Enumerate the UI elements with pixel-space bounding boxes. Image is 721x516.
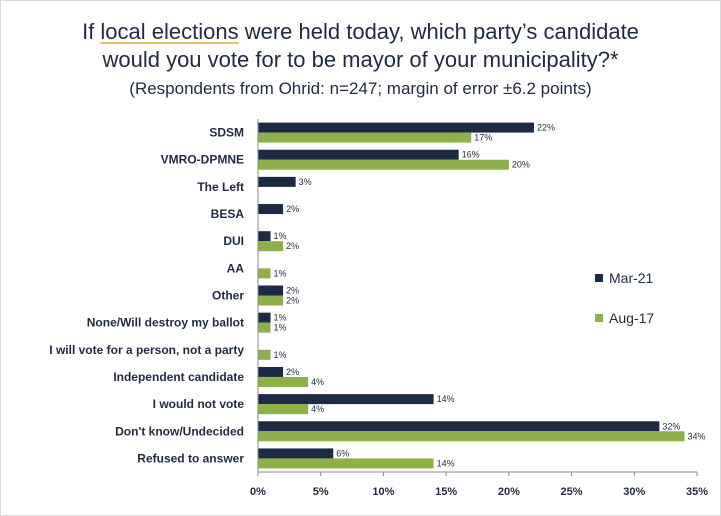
data-label-mar21: 14% [437,394,455,404]
bar-mar21 [258,204,284,215]
data-label-mar21: 2% [286,204,299,214]
bar-mar21 [258,149,459,160]
data-label-aug17: 2% [286,296,299,306]
data-label-mar21: 3% [299,177,312,187]
bar-mar21 [258,231,271,242]
x-tick-label: 15% [435,486,457,498]
legend-item-aug17: Aug-17 [595,308,654,328]
bar-mar21 [258,312,271,323]
category-label: Independent candidate [113,370,244,384]
category-label: DUI [223,234,244,248]
data-label-aug17: 20% [512,160,530,170]
chart-subtitle: (Respondents from Ohrid: n=247; margin o… [129,79,592,98]
data-label-aug17: 14% [437,458,455,468]
data-label-mar21: 16% [462,150,480,160]
bar-mar21 [258,122,534,133]
x-tick-label: 0% [250,486,266,498]
data-label-aug17: 1% [274,268,287,278]
bar-mar21 [258,176,296,187]
category-label: AA [227,261,245,275]
bar-aug17 [258,431,685,442]
data-label-aug17: 4% [311,404,324,414]
title-line-1: If local elections were held today, whic… [0,18,721,46]
x-tick-label: 35% [686,486,708,498]
data-label-mar21: 32% [662,421,680,431]
bar-aug17 [258,322,271,333]
title-underlined-text: local elections [100,19,239,44]
data-label-mar21: 2% [286,286,299,296]
bar-mar21 [258,394,434,405]
data-label-mar21: 2% [286,367,299,377]
data-label-aug17: 2% [286,241,299,251]
category-label: VMRO-DPMNE [161,153,244,167]
title-line-2: would you vote for to be mayor of your m… [102,47,619,72]
data-label-aug17: 4% [311,377,324,387]
bar-mar21 [258,448,334,459]
category-label: I would not vote [153,397,245,411]
data-label-aug17: 1% [274,350,287,360]
data-label-mar21: 1% [274,313,287,323]
data-label-aug17: 17% [474,133,492,143]
bar-aug17 [258,159,509,170]
category-label: None/Will destroy my ballot [87,316,244,330]
x-tick-label: 25% [561,486,583,498]
x-tick-label: 20% [498,486,520,498]
bar-aug17 [258,404,309,415]
data-label-mar21: 6% [336,448,349,458]
legend-label-mar21: Mar-21 [609,270,654,286]
bar-aug17 [258,376,309,387]
category-label: The Left [197,180,244,194]
data-label-aug17: 34% [687,431,705,441]
category-label: Don't know/Undecided [115,424,244,438]
data-label-mar21: 22% [537,123,555,133]
bar-aug17 [258,132,472,143]
chart-title: If local elections were held today, whic… [0,18,721,74]
bar-mar21 [258,285,284,296]
title-prefix: If [82,19,101,44]
category-label: Other [212,289,244,303]
legend-item-mar21: Mar-21 [595,268,654,288]
x-tick-label: 30% [623,486,645,498]
legend-swatch-mar21 [595,274,603,282]
category-label: I will vote for a person, not a party [49,343,244,357]
category-label: BESA [211,207,245,221]
legend: Mar-21 Aug-17 [595,268,654,348]
bar-mar21 [258,421,660,432]
bar-aug17 [258,241,284,252]
bar-aug17 [258,349,271,360]
x-tick-label: 5% [313,486,329,498]
category-label: Refused to answer [137,451,244,465]
title-suffix: were held today, which party’s candidate [238,19,639,44]
legend-label-aug17: Aug-17 [609,310,655,326]
bar-mar21 [258,366,284,377]
legend-swatch-aug17 [595,314,603,322]
x-tick-label: 10% [372,486,394,498]
data-label-aug17: 1% [274,323,287,333]
bar-aug17 [258,295,284,306]
category-label: SDSM [209,126,244,140]
data-label-mar21: 1% [274,231,287,241]
bar-aug17 [258,268,271,279]
bar-aug17 [258,458,434,469]
